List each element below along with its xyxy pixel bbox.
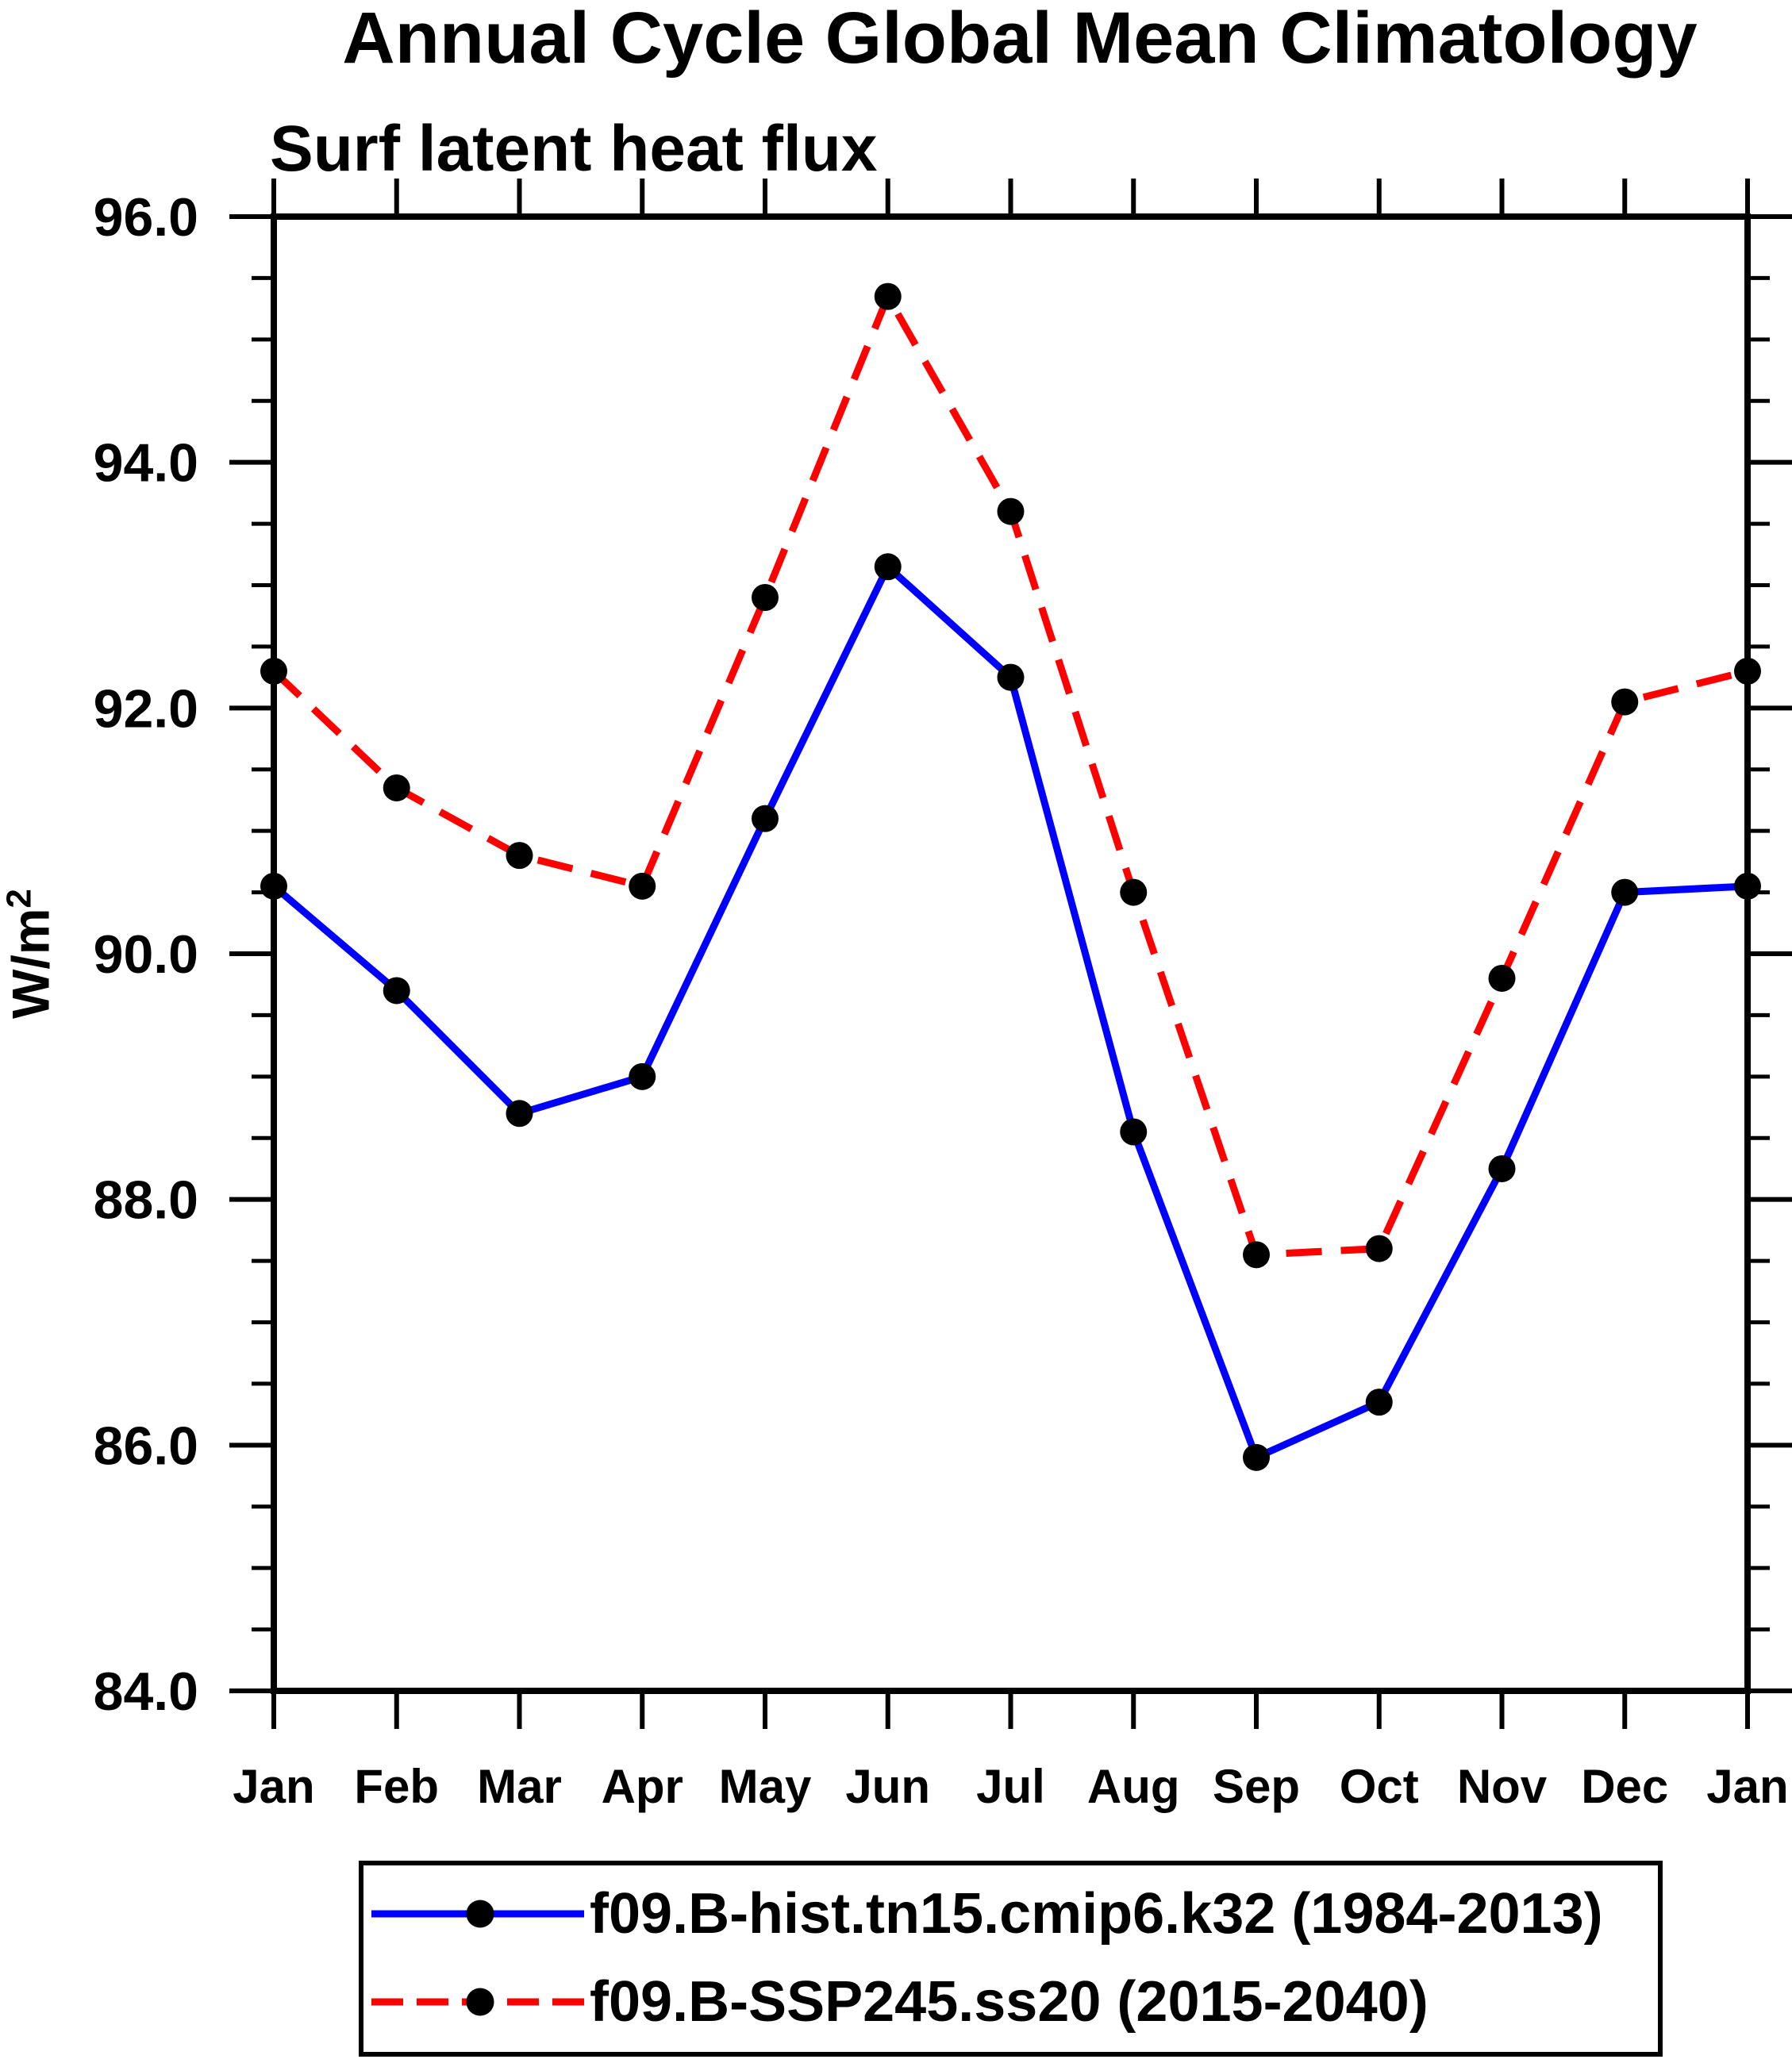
- data-point: [260, 657, 287, 685]
- data-point: [1120, 878, 1148, 906]
- y-axis-label: W/m2: [0, 889, 61, 1019]
- legend-label-ssp245: f09.B-SSP245.ss20 (2015-2040): [590, 1970, 1429, 2034]
- x-tick-label: Feb: [354, 1760, 439, 1813]
- x-tick-label: Jan: [1706, 1760, 1788, 1813]
- plot-frame: [271, 213, 1751, 1694]
- data-point: [1365, 1389, 1393, 1416]
- data-point: [1488, 1154, 1516, 1182]
- legend-marker: [466, 1988, 494, 2016]
- y-tick-label: 96.0: [94, 187, 198, 248]
- data-point: [629, 1062, 656, 1090]
- legend-marker: [466, 1900, 494, 1928]
- data-point: [383, 977, 410, 1005]
- data-point: [1734, 872, 1761, 900]
- plot-subtitle: Surf latent heat flux: [270, 113, 878, 185]
- data-point: [506, 1100, 533, 1128]
- data-point: [874, 553, 902, 581]
- data-point: [1611, 878, 1639, 906]
- x-tick-label: Mar: [477, 1760, 562, 1813]
- data-point: [1611, 688, 1639, 716]
- data-point: [383, 774, 410, 801]
- legend-label-hist: f09.B-hist.tn15.cmip6.k32 (1984-2013): [590, 1882, 1603, 1946]
- x-tick-label: Oct: [1340, 1760, 1419, 1813]
- data-point: [997, 498, 1025, 525]
- legend-box: f09.B-hist.tn15.cmip6.k32 (1984-2013) f0…: [359, 1861, 1663, 2057]
- x-tick-label: Apr: [602, 1760, 683, 1813]
- x-tick-label: Sep: [1213, 1760, 1300, 1813]
- y-tick-label: 90.0: [94, 924, 198, 985]
- x-tick-label: Jan: [233, 1760, 314, 1813]
- y-axis-label-base: W/m: [1, 908, 60, 1019]
- y-tick-label: 86.0: [94, 1416, 198, 1476]
- legend-line-sample-hist: [371, 1900, 584, 1928]
- series-line-0: [271, 560, 1748, 1462]
- data-point: [874, 282, 902, 310]
- legend-item-hist: f09.B-hist.tn15.cmip6.k32 (1984-2013): [363, 1882, 1658, 1946]
- y-tick-label: 94.0: [94, 433, 198, 494]
- data-point: [1365, 1235, 1393, 1262]
- legend-item-ssp245: f09.B-SSP245.ss20 (2015-2040): [363, 1970, 1658, 2034]
- data-point: [1488, 964, 1516, 992]
- x-tick-label: Aug: [1087, 1760, 1180, 1813]
- y-axis-label-exponent: 2: [0, 889, 39, 909]
- data-point: [752, 583, 779, 611]
- y-tick-label: 92.0: [94, 678, 198, 739]
- data-point: [1243, 1443, 1270, 1471]
- data-point: [506, 842, 533, 870]
- data-point: [752, 805, 779, 832]
- y-tick-label: 88.0: [94, 1170, 198, 1231]
- x-tick-label: May: [719, 1760, 812, 1813]
- data-point: [629, 872, 656, 900]
- x-tick-label: Dec: [1581, 1760, 1668, 1813]
- page-title: Annual Cycle Global Mean Climatology: [342, 0, 1698, 79]
- x-tick-label: Jun: [845, 1760, 930, 1813]
- data-point: [997, 663, 1025, 691]
- x-tick-label: Jul: [976, 1760, 1045, 1813]
- data-point: [260, 872, 287, 900]
- y-tick-label: 84.0: [94, 1662, 198, 1722]
- data-point: [1120, 1118, 1148, 1146]
- data-point: [1243, 1241, 1270, 1269]
- x-tick-label: Nov: [1457, 1760, 1548, 1813]
- legend-line-sample-ssp245: [371, 1988, 584, 2016]
- data-point: [1734, 657, 1761, 685]
